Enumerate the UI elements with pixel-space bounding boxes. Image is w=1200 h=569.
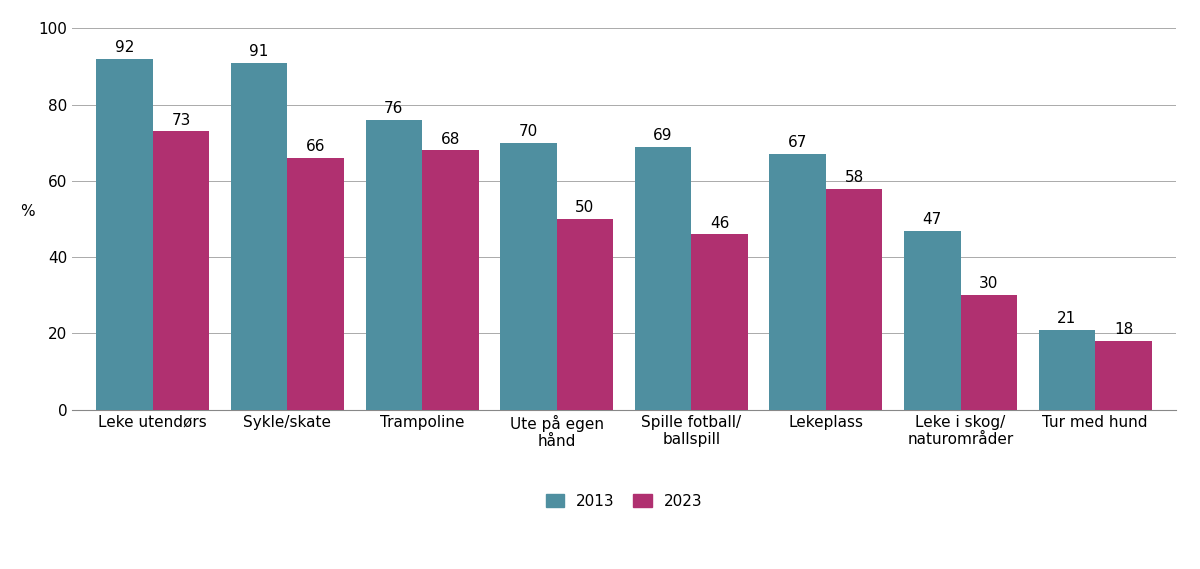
- Text: 76: 76: [384, 101, 403, 116]
- Text: 91: 91: [250, 44, 269, 59]
- Bar: [152, 131, 209, 410]
- Text: 58: 58: [845, 170, 864, 185]
- Bar: [366, 120, 422, 410]
- Bar: [635, 147, 691, 410]
- Bar: [96, 59, 152, 410]
- Text: 47: 47: [923, 212, 942, 226]
- Text: 66: 66: [306, 139, 325, 154]
- Bar: [960, 295, 1018, 410]
- Y-axis label: %: %: [20, 204, 35, 219]
- Text: 46: 46: [710, 216, 730, 230]
- Text: 70: 70: [518, 124, 538, 139]
- Bar: [230, 63, 288, 410]
- Text: 30: 30: [979, 277, 998, 291]
- Text: 69: 69: [653, 128, 673, 143]
- Text: 50: 50: [575, 200, 594, 215]
- Text: 21: 21: [1057, 311, 1076, 326]
- Bar: [500, 143, 557, 410]
- Bar: [826, 188, 882, 410]
- Bar: [557, 219, 613, 410]
- Text: 18: 18: [1114, 322, 1133, 337]
- Bar: [904, 230, 960, 410]
- Bar: [1039, 329, 1096, 410]
- Text: 68: 68: [440, 131, 460, 147]
- Legend: 2013, 2023: 2013, 2023: [538, 486, 710, 517]
- Text: 67: 67: [788, 135, 808, 150]
- Bar: [288, 158, 344, 410]
- Text: 73: 73: [172, 113, 191, 127]
- Bar: [769, 154, 826, 410]
- Bar: [691, 234, 748, 410]
- Bar: [1096, 341, 1152, 410]
- Text: 92: 92: [115, 40, 134, 55]
- Bar: [422, 150, 479, 410]
